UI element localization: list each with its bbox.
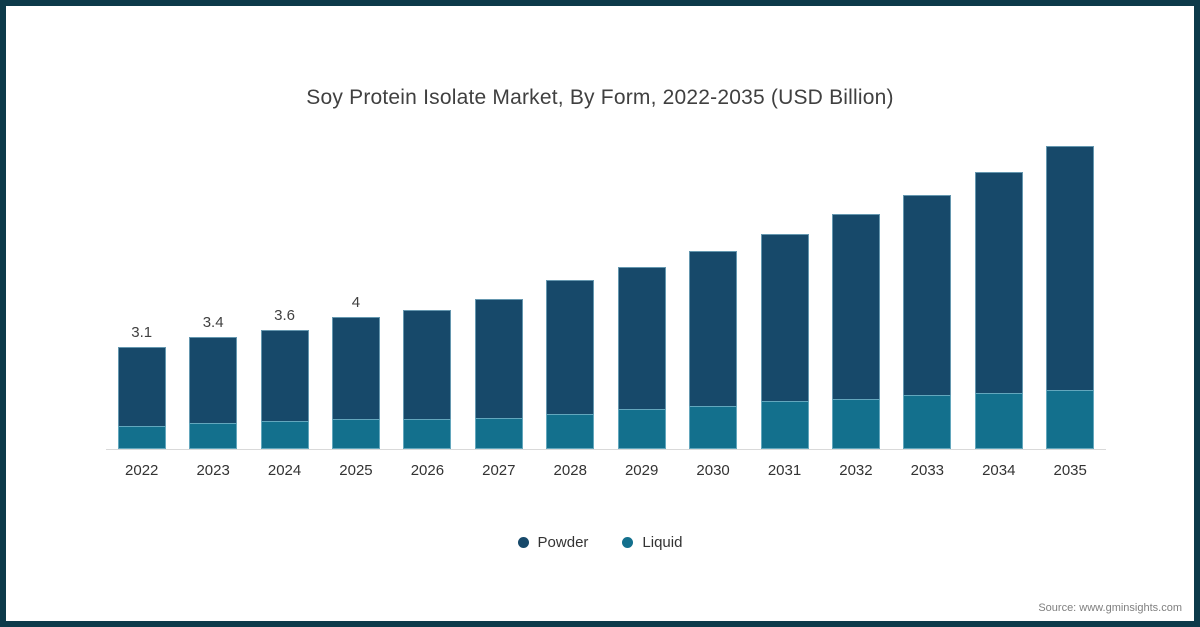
bar-value-label: 4 — [351, 294, 361, 311]
bar-slot-2029 — [606, 126, 677, 449]
powder-segment-2034 — [974, 172, 1023, 393]
liquid-segment-2028 — [546, 414, 595, 449]
legend-item-powder: Powder — [517, 534, 589, 551]
liquid-segment-2027 — [474, 418, 523, 449]
liquid-segment-2031 — [760, 401, 809, 449]
liquid-segment-2035 — [1046, 390, 1095, 449]
powder-segment-2022 — [117, 347, 166, 426]
chart-title: Soy Protein Isolate Market, By Form, 202… — [306, 86, 894, 109]
bar-slot-2027 — [463, 126, 534, 449]
bar-slot-2034 — [963, 126, 1034, 449]
legend: Powder Liquid — [6, 534, 1194, 551]
bar-slot-2022: 3.1 — [106, 126, 177, 449]
x-tick-2029: 2029 — [624, 462, 659, 479]
x-tick-2023: 2023 — [196, 462, 230, 479]
bar-value-label: 3.4 — [202, 314, 224, 331]
powder-segment-2027 — [474, 299, 523, 418]
powder-segment-2026 — [403, 310, 452, 419]
x-tick-2022: 2022 — [125, 462, 159, 479]
powder-segment-2029 — [617, 267, 666, 409]
x-tick-2027: 2027 — [482, 462, 516, 479]
bar-slot-2028 — [535, 126, 606, 449]
liquid-segment-2034 — [974, 393, 1023, 449]
powder-segment-2031 — [760, 234, 809, 401]
liquid-segment-2033 — [903, 395, 952, 449]
legend-item-liquid: Liquid — [622, 534, 682, 551]
bar-slot-2025: 4 — [320, 126, 391, 449]
liquid-legend-dot-icon — [622, 537, 634, 548]
liquid-segment-2023 — [189, 423, 238, 449]
liquid-segment-2029 — [617, 409, 666, 449]
bar-slot-2032 — [820, 126, 891, 449]
bar-slot-2024: 3.6 — [249, 126, 320, 449]
liquid-segment-2025 — [331, 419, 380, 449]
x-tick-2030: 2030 — [696, 462, 730, 479]
powder-segment-2025 — [331, 317, 380, 419]
powder-segment-2035 — [1046, 146, 1095, 390]
bar-slot-2023: 3.4 — [177, 126, 248, 449]
x-tick-2033: 2033 — [910, 462, 945, 479]
powder-segment-2030 — [689, 251, 738, 406]
plot-area: 3.1 3.4 3.6 4 — [106, 126, 1106, 450]
bar-slot-2035 — [1034, 126, 1105, 449]
liquid-segment-2032 — [831, 399, 880, 449]
powder-legend-dot-icon — [517, 537, 529, 548]
x-tick-2024: 2024 — [267, 462, 302, 479]
liquid-segment-2030 — [689, 406, 738, 449]
powder-segment-2024 — [260, 330, 309, 421]
bar-value-label: 3.6 — [274, 307, 295, 324]
powder-segment-2033 — [903, 195, 952, 395]
liquid-segment-2024 — [260, 421, 309, 449]
bar-slot-2033 — [892, 126, 963, 449]
x-tick-2034: 2034 — [982, 462, 1016, 479]
legend-label-liquid: Liquid — [642, 534, 683, 551]
source-note: Source: www.gminsights.com — [1038, 602, 1182, 614]
powder-segment-2032 — [831, 214, 880, 399]
x-tick-2026: 2026 — [410, 462, 445, 479]
x-tick-2031: 2031 — [767, 462, 802, 479]
bar-slot-2026 — [392, 126, 463, 449]
x-tick-2032: 2032 — [839, 462, 873, 479]
x-axis-labels: 2022 2023 2024 2025 2026 2027 2028 2029 2030 2031… — [106, 462, 1106, 479]
powder-segment-2023 — [189, 337, 238, 423]
x-tick-2025: 2025 — [339, 462, 373, 479]
powder-segment-2028 — [546, 280, 595, 414]
bar-value-label: 3.1 — [131, 324, 153, 341]
x-tick-2028: 2028 — [553, 462, 587, 479]
liquid-segment-2022 — [117, 426, 166, 449]
liquid-segment-2026 — [403, 419, 452, 449]
legend-label-powder: Powder — [537, 534, 589, 551]
x-tick-2035: 2035 — [1053, 462, 1087, 479]
bar-slot-2030 — [677, 126, 748, 449]
bar-slot-2031 — [749, 126, 820, 449]
